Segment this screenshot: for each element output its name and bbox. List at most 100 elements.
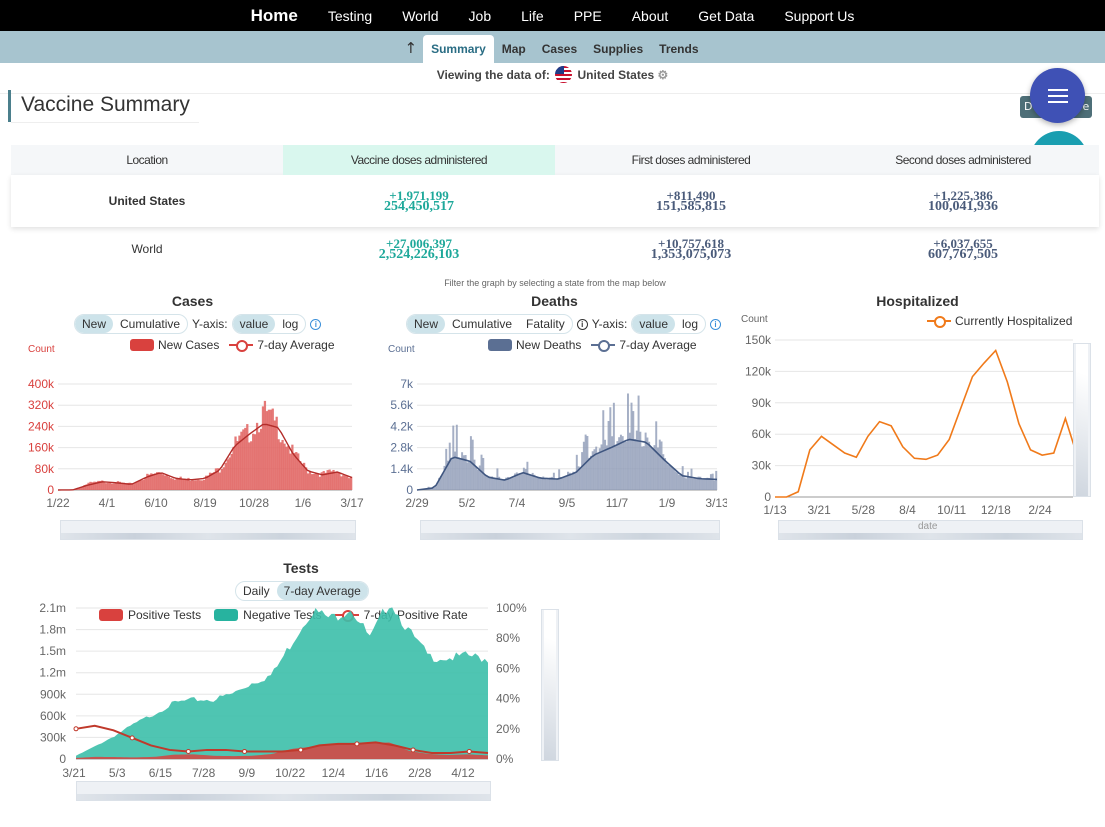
- death-bar: [669, 465, 672, 490]
- gear-icon[interactable]: ⚙: [657, 68, 669, 82]
- vertical-zoom-slider[interactable]: [541, 609, 559, 761]
- death-bar: [526, 461, 529, 490]
- death-bar: [616, 441, 619, 490]
- toggle-value[interactable]: value: [232, 315, 276, 333]
- y-tick-label: 1.8m: [39, 623, 66, 637]
- header-vaccine-doses[interactable]: Vaccine doses administered: [283, 145, 555, 175]
- vaccine-table: Location Vaccine doses administered Firs…: [11, 145, 1099, 271]
- death-bar: [621, 436, 624, 490]
- death-bar: [447, 460, 449, 490]
- death-bar: [459, 458, 462, 490]
- case-bar: [159, 472, 163, 490]
- toggle-fatality[interactable]: Fatality: [526, 317, 565, 331]
- x-tick-label: 5/2: [459, 496, 476, 510]
- tab-cases[interactable]: Cases: [541, 42, 578, 56]
- nav-get-data[interactable]: Get Data: [698, 7, 755, 24]
- death-bar: [441, 473, 444, 490]
- death-bar: [508, 477, 511, 490]
- toggle-log[interactable]: log: [682, 317, 699, 331]
- legend-item[interactable]: 7-day Average: [619, 338, 697, 352]
- nav-life[interactable]: Life: [521, 7, 544, 24]
- death-bar: [478, 465, 481, 490]
- legend-item[interactable]: Positive Tests: [128, 608, 202, 622]
- info-icon[interactable]: i: [310, 318, 322, 330]
- menu-fab-button[interactable]: [1030, 68, 1085, 123]
- x-tick-label: 3/17: [340, 496, 364, 510]
- tests-controls: Daily 7-day Average: [235, 581, 369, 601]
- case-bar: [226, 459, 229, 490]
- death-bar: [683, 477, 686, 490]
- nav-home[interactable]: Home: [250, 5, 298, 25]
- death-bar: [649, 447, 652, 490]
- case-bar: [320, 472, 323, 490]
- header-location[interactable]: Location: [126, 153, 168, 167]
- y-tick-label: 0: [59, 752, 66, 766]
- death-bar: [434, 486, 437, 490]
- toggle-log[interactable]: log: [282, 317, 299, 331]
- legend-item[interactable]: New Cases: [158, 338, 220, 352]
- legend-item[interactable]: Currently Hospitalized: [955, 314, 1073, 328]
- arrow-up-icon[interactable]: ↑: [404, 39, 418, 57]
- info-icon[interactable]: i: [576, 318, 588, 330]
- viewing-country[interactable]: United States: [577, 68, 655, 82]
- tests-plot[interactable]: 0 300k 600k 900k 1.2m 1.5m 1.8m 2.1m 0% 20% 40% 60%…: [20, 578, 580, 808]
- cases-plot[interactable]: 0 80k 160k 240k 320k 400k 1/22 4/1 6/10 8/19 10/28…: [20, 310, 365, 545]
- x-tick-label: 1/13: [763, 503, 787, 517]
- death-bar: [438, 477, 441, 490]
- sub-navigation: ↑ Summary Map Cases Supplies Trends: [0, 31, 1105, 63]
- case-bar: [212, 472, 216, 490]
- case-bar: [154, 473, 157, 490]
- deaths-plot[interactable]: 0 1.4k 2.8k 4.2k 5.6k 7k 2/29 5/2 7/4 9/5 11/7 1/9 3…: [382, 310, 727, 545]
- toggle-7day-average[interactable]: 7-day Average: [276, 582, 368, 600]
- y-tick-label: 0: [406, 483, 413, 497]
- tab-summary[interactable]: Summary: [423, 35, 494, 63]
- toggle-new[interactable]: New: [407, 315, 446, 333]
- zoom-slider[interactable]: [60, 520, 356, 540]
- header-first-doses[interactable]: First doses administered: [631, 153, 751, 167]
- vaccine-doses-cell: +1,971,199 254,450,517: [283, 175, 555, 227]
- nav-job[interactable]: Job: [468, 7, 492, 24]
- toggle-cumulative[interactable]: Cumulative: [452, 317, 513, 331]
- view-toggle: New Cumulative Fatality: [406, 314, 573, 334]
- death-bar: [561, 477, 564, 490]
- case-bar: [157, 472, 161, 490]
- toggle-daily[interactable]: Daily: [243, 584, 270, 598]
- zoom-slider[interactable]: [420, 520, 720, 540]
- x-tick-label: 4/12: [451, 766, 475, 780]
- vertical-zoom-slider[interactable]: [1073, 343, 1091, 497]
- legend-item[interactable]: New Deaths: [516, 338, 582, 352]
- case-bar: [85, 484, 88, 490]
- nav-about[interactable]: About: [631, 7, 669, 24]
- delta-value: +6,037,655: [933, 236, 993, 251]
- toggle-value[interactable]: value: [632, 315, 675, 333]
- death-bar: [591, 451, 594, 490]
- case-bar: [255, 422, 259, 490]
- toggle-cumulative[interactable]: Cumulative: [120, 317, 181, 331]
- table-row[interactable]: United States +1,971,199 254,450,517 +81…: [11, 175, 1099, 227]
- legend-item[interactable]: Negative Tests: [243, 608, 322, 622]
- nav-ppe[interactable]: PPE: [573, 7, 602, 24]
- case-bar: [240, 431, 243, 490]
- header-second-doses[interactable]: Second doses administered: [895, 153, 1031, 167]
- nav-testing[interactable]: Testing: [327, 7, 373, 24]
- tab-supplies[interactable]: Supplies: [593, 42, 644, 56]
- delta-value: +1,225,386: [933, 188, 993, 203]
- info-icon[interactable]: i: [710, 318, 722, 330]
- legend-swatch: [99, 609, 123, 621]
- tab-map[interactable]: Map: [501, 42, 526, 56]
- case-bar: [318, 476, 321, 490]
- nav-support-us[interactable]: Support Us: [784, 7, 855, 24]
- death-bar: [632, 411, 635, 490]
- tab-trends[interactable]: Trends: [659, 42, 699, 56]
- zoom-slider[interactable]: [778, 520, 1083, 540]
- death-bar: [445, 448, 448, 490]
- case-bar: [287, 445, 290, 490]
- toggle-new[interactable]: New: [75, 315, 114, 333]
- y-tick-label: 0: [47, 483, 54, 497]
- zoom-slider[interactable]: [76, 781, 491, 801]
- death-bar: [651, 448, 654, 490]
- nav-world[interactable]: World: [402, 7, 439, 24]
- table-row[interactable]: World +27,006,397 2,524,226,103 +10,757,…: [11, 227, 1099, 271]
- legend-item[interactable]: 7-day Average: [257, 338, 335, 352]
- hospitalized-plot[interactable]: 0 30k 60k 90k 120k 150k 1/13 3/21 5/28 8/4 10/11 12…: [735, 310, 1100, 545]
